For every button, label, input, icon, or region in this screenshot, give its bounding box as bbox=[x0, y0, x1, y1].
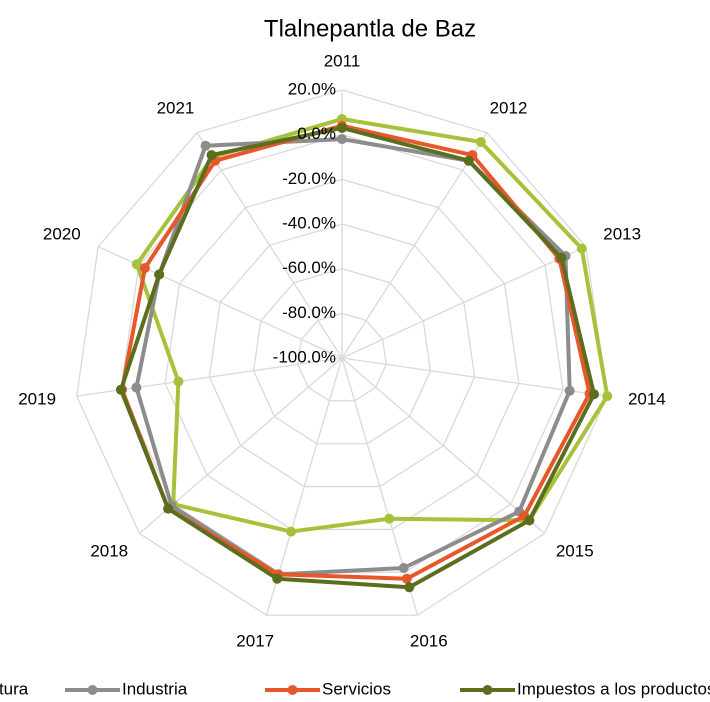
spoke bbox=[341, 357, 608, 397]
series-point bbox=[589, 389, 600, 400]
category-label: 2013 bbox=[603, 225, 641, 244]
category-label: 2019 bbox=[18, 390, 56, 409]
series-point bbox=[163, 503, 174, 514]
spoke bbox=[196, 132, 343, 359]
grid-ring bbox=[252, 267, 432, 445]
spoke bbox=[341, 357, 545, 534]
grid-ring bbox=[297, 312, 387, 402]
legend-marker bbox=[287, 685, 298, 695]
series-point bbox=[337, 122, 347, 133]
legend-label: Impuestos a los productos bbox=[517, 679, 710, 698]
series-point bbox=[384, 513, 395, 524]
category-label: 2018 bbox=[90, 541, 128, 560]
spoke bbox=[341, 132, 488, 359]
series-point bbox=[206, 150, 217, 161]
series-point bbox=[463, 155, 474, 166]
chart-title: Tlalnepantla de Baz bbox=[264, 15, 476, 42]
grid-ring bbox=[208, 223, 476, 488]
legend-marker bbox=[482, 685, 493, 695]
series-point bbox=[475, 136, 486, 147]
r-tick-label: -40.0% bbox=[282, 213, 336, 232]
series-point bbox=[139, 263, 150, 274]
category-label: 2014 bbox=[628, 390, 666, 409]
series-point bbox=[286, 526, 297, 537]
series-line bbox=[118, 125, 597, 590]
legend-label: Agricultura bbox=[0, 679, 29, 698]
series-point bbox=[404, 582, 415, 593]
series-point bbox=[401, 573, 412, 584]
series-point bbox=[576, 243, 587, 254]
grid-ring bbox=[164, 178, 520, 531]
r-tick-label: -20.0% bbox=[282, 169, 336, 188]
grid-ring bbox=[76, 89, 608, 616]
series-point bbox=[398, 563, 409, 574]
series-point bbox=[337, 134, 347, 145]
series-point bbox=[154, 269, 165, 280]
series-point bbox=[131, 382, 142, 393]
series-line bbox=[134, 117, 610, 534]
series-point bbox=[173, 376, 184, 387]
series-point bbox=[115, 384, 126, 395]
legend-label: Industria bbox=[122, 679, 188, 698]
category-label: 2017 bbox=[236, 631, 274, 650]
r-tick-label: -100.0% bbox=[273, 347, 336, 366]
series-point bbox=[131, 259, 142, 270]
r-tick-label: 0.0% bbox=[297, 124, 336, 143]
series-point bbox=[272, 573, 283, 584]
r-tick-label: -60.0% bbox=[282, 258, 336, 277]
r-tick-label: -80.0% bbox=[282, 303, 336, 322]
category-label: 2021 bbox=[157, 98, 195, 117]
legend-marker bbox=[87, 685, 98, 695]
series-point bbox=[602, 391, 613, 402]
category-label: 2015 bbox=[556, 541, 594, 560]
category-label: 2011 bbox=[324, 51, 361, 70]
r-tick-label: 20.0% bbox=[288, 79, 336, 98]
spoke bbox=[341, 246, 587, 359]
category-label: 2012 bbox=[490, 98, 528, 117]
series-point bbox=[524, 515, 535, 526]
legend-label: Servicios bbox=[322, 679, 391, 698]
category-label: 2016 bbox=[410, 631, 448, 650]
series-point bbox=[556, 252, 567, 263]
category-label: 2020 bbox=[43, 225, 81, 244]
series-point bbox=[200, 140, 211, 151]
series-point bbox=[564, 385, 575, 396]
